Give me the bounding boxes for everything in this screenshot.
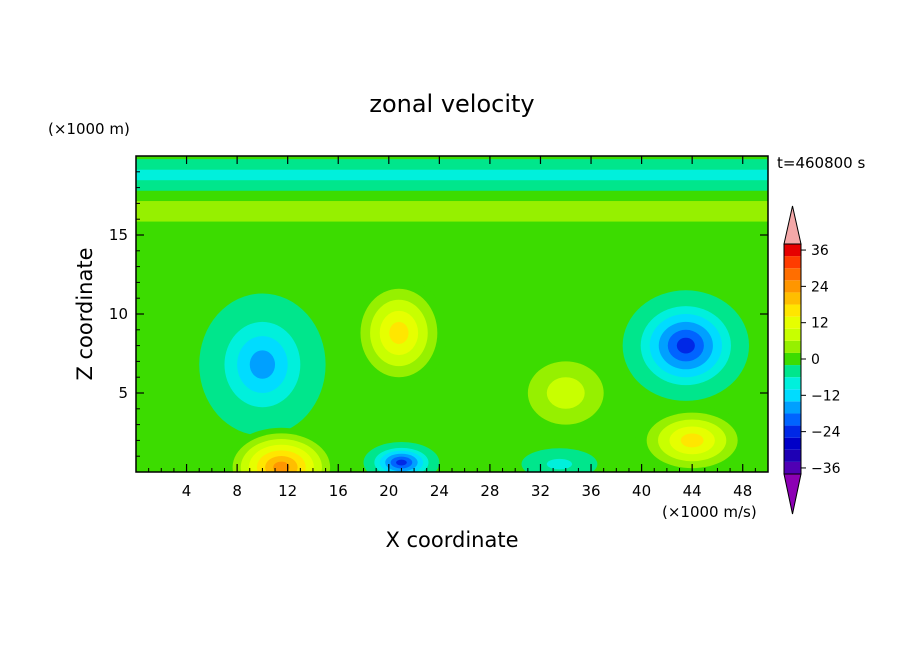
y-tick-label: 5: [118, 384, 128, 402]
x-tick-label: 32: [531, 482, 550, 500]
colorbar-swatch: [784, 413, 801, 426]
colorbar-swatch: [784, 401, 801, 414]
y-tick-label: 10: [109, 305, 128, 323]
colorbar-swatch: [784, 244, 801, 257]
contour-feature-2: [199, 293, 326, 436]
colorbar-tick-label: −36: [811, 461, 841, 477]
contour-feature-0: [136, 190, 768, 232]
y-unit-label: (×1000 m): [48, 120, 130, 138]
colorbar-swatch: [784, 377, 801, 390]
chart-title: zonal velocity: [369, 90, 534, 118]
time-label: t=460800 s: [777, 154, 865, 172]
colorbar-swatch: [784, 304, 801, 317]
colorbar-swatch: [784, 449, 801, 462]
x-tick-label: 4: [182, 482, 192, 500]
contour-feature-9: [521, 448, 598, 472]
y-axis-label: Z coordinate: [73, 247, 97, 380]
x-tick-label: 12: [278, 482, 297, 500]
x-tick-label: 48: [733, 482, 752, 500]
x-axis: 4 8 12 16 20 24 28 32 36 40 44 48: [148, 156, 756, 500]
contour-feature-8: [635, 405, 750, 472]
colorbar-swatch: [784, 437, 801, 450]
colorbar-max-arrow: [783, 205, 802, 245]
colorbar-tick-label: 12: [811, 316, 829, 332]
colorbar-tick-label: −12: [811, 388, 841, 404]
colorbar-tick-label: 36: [811, 243, 829, 259]
x-tick-label: 20: [379, 482, 398, 500]
colorbar-swatch: [784, 328, 801, 341]
contour-feature-5: [622, 290, 750, 401]
colorbar-swatch: [784, 425, 801, 438]
contour-feature-7: [363, 441, 440, 472]
y-axis: 5 10 15: [109, 171, 768, 457]
x-tick-label: 44: [683, 482, 702, 500]
x-tick-label: 40: [632, 482, 651, 500]
contour-feature-4: [508, 345, 623, 441]
contour-feature-3: [350, 277, 447, 389]
colorbar-tick-label: 24: [811, 279, 829, 295]
colorbar-swatch: [784, 352, 801, 366]
colorbar-swatch: [784, 268, 801, 281]
colorbar-swatch: [784, 316, 801, 329]
colorbar-swatch: [784, 389, 801, 402]
x-tick-label: 28: [480, 482, 499, 500]
colorbar-swatch: [784, 365, 801, 378]
colorbar-tick-label: 0: [811, 352, 820, 368]
colorbar: 36 24 12 0 −12 −24 −36: [783, 205, 841, 515]
contour-feature-6: [224, 427, 339, 472]
y-tick-label: 15: [109, 226, 128, 244]
colorbar-min-arrow: [783, 473, 802, 515]
contour-field: [136, 159, 768, 472]
colorbar-tick-label: −24: [811, 425, 841, 441]
colorbar-swatch: [784, 292, 801, 305]
plot-area: [135, 155, 769, 473]
x-tick-label: 8: [232, 482, 242, 500]
x-tick-label: 24: [430, 482, 449, 500]
x-tick-label: 16: [329, 482, 348, 500]
contour-feature-1: [136, 159, 768, 191]
x-tick-label: 36: [581, 482, 600, 500]
x-unit-label: (×1000 m/s): [662, 503, 757, 521]
colorbar-swatch: [784, 256, 801, 269]
x-axis-label: X coordinate: [385, 528, 518, 552]
colorbar-swatch: [784, 340, 801, 353]
colorbar-swatch: [784, 461, 801, 474]
colorbar-swatch: [784, 280, 801, 293]
